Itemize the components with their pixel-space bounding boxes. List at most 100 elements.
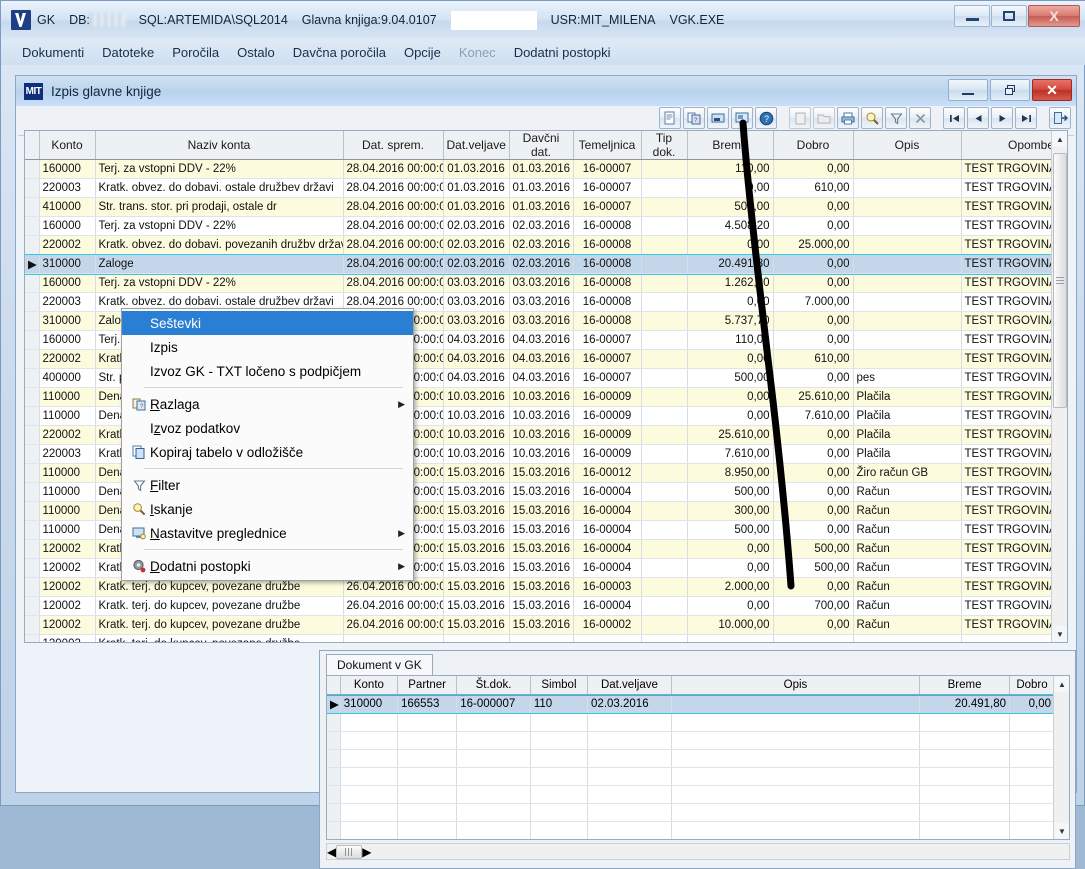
ctx-filter[interactable]: Filter [122, 473, 413, 497]
col-dat-veljave[interactable]: Dat.veljave [443, 131, 510, 160]
search-magnifier-icon[interactable] [861, 107, 883, 129]
menu-datoteke[interactable]: Datoteke [102, 44, 155, 60]
doc-scroll-down-arrow[interactable]: ▼ [1054, 823, 1069, 839]
magnifier-icon [128, 502, 150, 516]
cell-opombe: TEST TRGOVINA, D.D. [961, 387, 1067, 407]
menu-ostalo[interactable]: Ostalo [237, 44, 275, 60]
menu-opcije[interactable]: Opcije [403, 44, 441, 60]
ctx-filter-rest: ilter [158, 477, 181, 493]
main-minimize-button[interactable] [954, 5, 990, 27]
menu-dodatni-postopki[interactable]: Dodatni postopki [513, 44, 611, 60]
ctx-kopiraj-tabelo[interactable]: Kopiraj tabelo v odložišče [122, 440, 413, 464]
mdi-close-button[interactable]: ✕ [1032, 79, 1072, 101]
doc-hscroll-thumb[interactable] [336, 844, 363, 859]
cell-dat-sprem: 28.04.2016 00:00:00 [343, 216, 444, 236]
doc-col-konto[interactable]: Konto [340, 676, 399, 696]
cell-breme: 500,00 [687, 482, 774, 502]
main-maximize-button[interactable] [991, 5, 1027, 27]
new-record-icon[interactable] [789, 107, 811, 129]
doc-col-partner[interactable]: Partner [397, 676, 458, 696]
grid-scroll-thumb[interactable] [1053, 153, 1067, 408]
cell-konto: 120002 [39, 558, 96, 578]
document-detail-grid[interactable]: Konto Partner Št.dok. Simbol Dat.veljave… [326, 675, 1070, 840]
tab-dokument-v-gk[interactable]: Dokument v GK [326, 654, 433, 675]
doc-col-breme[interactable]: Breme [919, 676, 1010, 696]
doc-col-opis[interactable]: Opis [671, 676, 921, 696]
doc-scroll-up-arrow[interactable]: ▲ [1054, 676, 1069, 692]
ctx-izvoz-podatkov[interactable]: Izvoz podatkov [150, 420, 241, 436]
document-vertical-scrollbar[interactable]: ▲ ▼ [1053, 676, 1069, 839]
grid-vertical-scrollbar[interactable]: ▲ ▼ [1051, 131, 1067, 642]
explanation-icon: ? [128, 397, 150, 411]
col-konto[interactable]: Konto [39, 131, 96, 160]
open-folder-icon[interactable] [813, 107, 835, 129]
scroll-up-arrow[interactable]: ▲ [1052, 131, 1067, 147]
export-window-icon[interactable] [707, 107, 729, 129]
document-empty-cell [1009, 713, 1055, 732]
doc-col-st-dok[interactable]: Št.dok. [456, 676, 531, 696]
nav-next-icon[interactable] [991, 107, 1013, 129]
table-row[interactable]: ▶ 310000 Zaloge 28.04.2016 00:00:00 02.03.20… [25, 253, 1067, 275]
cell-temeljnica: 16-00002 [573, 615, 642, 635]
col-breme[interactable]: Breme [687, 131, 774, 160]
preview-document-icon[interactable] [659, 107, 681, 129]
ctx-sestevki[interactable]: Seštevki [122, 311, 413, 335]
grid-context-menu[interactable]: Seštevki Izpis Izvoz GK - TXT ločeno s p… [121, 308, 414, 581]
nav-prev-icon[interactable] [967, 107, 989, 129]
cell-dat-sprem: 28.04.2016 00:00:00 [343, 178, 444, 198]
clear-filter-icon[interactable] [909, 107, 931, 129]
duplicate-document-icon[interactable]: ? [683, 107, 705, 129]
menu-dokumenti[interactable]: Dokumenti [22, 44, 85, 60]
doc-scroll-left-arrow[interactable]: ◀ [327, 844, 337, 859]
menu-konec[interactable]: Konec [458, 44, 496, 60]
col-opombe[interactable]: Opombe [961, 131, 1067, 160]
ctx-razlaga[interactable]: ? Razlaga ▶ [122, 392, 413, 416]
menu-davcna-porocila[interactable]: Davčna poročila [292, 44, 386, 60]
cell-temeljnica: 16-00004 [573, 482, 642, 502]
col-opis[interactable]: Opis [853, 131, 962, 160]
filter-funnel-icon[interactable] [885, 107, 907, 129]
help-icon[interactable]: ? [755, 107, 777, 129]
nav-last-icon[interactable] [1015, 107, 1037, 129]
col-tip-dok[interactable]: Tip dok. [641, 131, 688, 160]
cell-breme: 10.000,00 [687, 615, 774, 635]
cell-opis: Račun [853, 501, 962, 521]
screen-settings-icon[interactable] [731, 107, 753, 129]
col-naziv-konta[interactable]: Naziv konta [95, 131, 344, 160]
col-dat-sprem[interactable]: Dat. sprem. [343, 131, 444, 160]
nav-first-icon[interactable] [943, 107, 965, 129]
ctx-nastavitve-preglednice[interactable]: Nastavitve preglednice ▶ [122, 521, 413, 545]
table-row[interactable]: 410000 Str. trans. stor. pri prodaji, ost… [25, 197, 1067, 217]
document-row[interactable]: ▶ 310000 166553 16-000007 110 02.03.2016 20.49… [327, 694, 1056, 714]
ctx-izvoz-gk-txt[interactable]: Izvoz GK - TXT ločeno s podpičjem [150, 363, 362, 379]
doc-col-simbol[interactable]: Simbol [530, 676, 589, 696]
document-empty-cell [456, 749, 531, 768]
doc-col-dat-veljave[interactable]: Dat.veljave [587, 676, 672, 696]
mdi-minimize-button[interactable] [948, 79, 988, 101]
print-icon[interactable] [837, 107, 859, 129]
ctx-iskanje[interactable]: Iskanje [122, 497, 413, 521]
col-dobro[interactable]: Dobro [773, 131, 854, 160]
document-horizontal-scrollbar[interactable]: ◀ ▶ [326, 843, 1070, 860]
mdi-restore-button[interactable] [990, 79, 1030, 101]
exit-icon[interactable] [1049, 107, 1071, 129]
main-close-button[interactable]: X [1028, 5, 1080, 27]
ctx-izpis[interactable]: Izpis [150, 339, 178, 355]
scroll-down-arrow[interactable]: ▼ [1052, 626, 1067, 642]
menu-porocila[interactable]: Poročila [172, 44, 220, 60]
ctx-dodatni-postopki[interactable]: Dodatni postopki ▶ [122, 554, 413, 578]
col-temeljnica[interactable]: Temeljnica [573, 131, 642, 160]
col-davcni-dat[interactable]: Davčni dat. [509, 131, 574, 160]
cell-dat-veljave [443, 634, 510, 642]
doc-scroll-right-arrow[interactable]: ▶ [362, 844, 372, 859]
doc-col-dobro[interactable]: Dobro [1009, 676, 1055, 696]
